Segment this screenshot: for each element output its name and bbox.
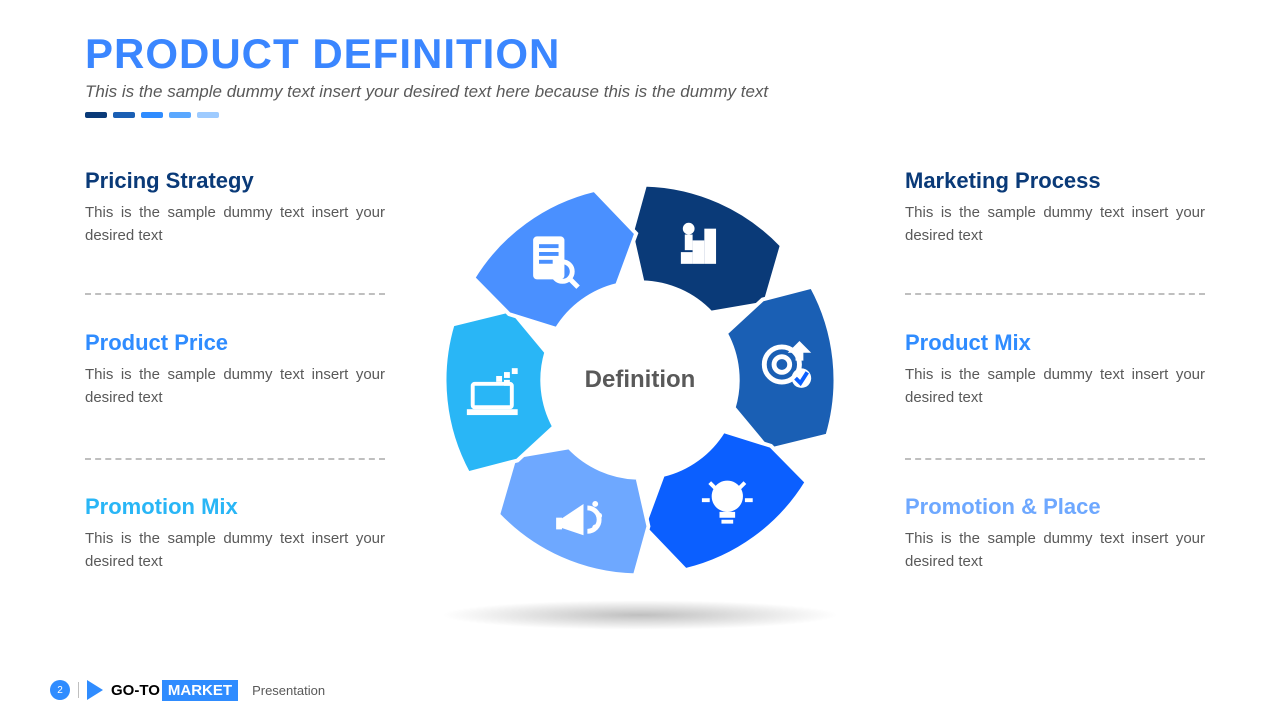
info-block-promotion-mix: Promotion Mix This is the sample dummy t… xyxy=(85,494,385,573)
brand-arrow-icon xyxy=(87,680,103,700)
block-heading: Promotion & Place xyxy=(905,494,1205,520)
decorative-dashes xyxy=(85,112,219,118)
divider xyxy=(85,293,385,295)
info-block-pricing-strategy: Pricing Strategy This is the sample dumm… xyxy=(85,168,385,247)
donut-shadow xyxy=(440,600,840,630)
slide-footer: 2 GO-TOMARKET Presentation xyxy=(50,680,325,700)
info-block-marketing-process: Marketing Process This is the sample dum… xyxy=(905,168,1205,247)
dash xyxy=(113,112,135,118)
block-desc: This is the sample dummy text insert you… xyxy=(85,202,385,247)
dash xyxy=(197,112,219,118)
brand-text-box: MARKET xyxy=(162,680,238,701)
divider xyxy=(905,458,1205,460)
donut-segment xyxy=(445,310,555,473)
dash xyxy=(85,112,107,118)
block-desc: This is the sample dummy text insert you… xyxy=(905,528,1205,573)
block-heading: Product Mix xyxy=(905,330,1205,356)
block-desc: This is the sample dummy text insert you… xyxy=(905,202,1205,247)
donut-segment xyxy=(726,287,836,450)
block-heading: Marketing Process xyxy=(905,168,1205,194)
page-subtitle: This is the sample dummy text insert you… xyxy=(85,82,768,102)
brand-name: GO-TOMARKET xyxy=(111,682,238,699)
block-desc: This is the sample dummy text insert you… xyxy=(85,528,385,573)
brand-text-left: GO-TO xyxy=(111,682,160,699)
dash xyxy=(141,112,163,118)
block-desc: This is the sample dummy text insert you… xyxy=(905,364,1205,409)
cycle-donut-chart: Definition xyxy=(425,165,855,595)
block-heading: Promotion Mix xyxy=(85,494,385,520)
page-number-badge: 2 xyxy=(50,680,70,700)
page-title: PRODUCT DEFINITION xyxy=(85,30,560,78)
brand-suffix: Presentation xyxy=(252,683,325,698)
divider xyxy=(85,458,385,460)
divider xyxy=(905,293,1205,295)
dash xyxy=(169,112,191,118)
divider-vertical xyxy=(78,682,79,698)
block-heading: Product Price xyxy=(85,330,385,356)
info-block-product-mix: Product Mix This is the sample dummy tex… xyxy=(905,330,1205,409)
block-heading: Pricing Strategy xyxy=(85,168,385,194)
block-desc: This is the sample dummy text insert you… xyxy=(85,364,385,409)
info-block-product-price: Product Price This is the sample dummy t… xyxy=(85,330,385,409)
info-block-promotion-place: Promotion & Place This is the sample dum… xyxy=(905,494,1205,573)
